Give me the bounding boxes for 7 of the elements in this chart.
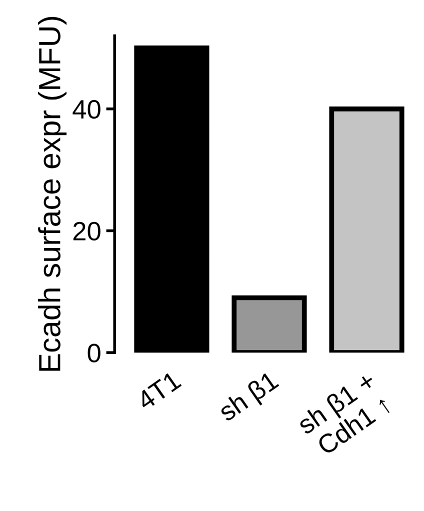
x-tick-label: sh β1: [216, 370, 282, 426]
x-tick-label: sh β1 + Cdh1 ↑: [295, 370, 392, 456]
y-tick-label: 40: [72, 100, 100, 119]
y-tick-label: 20: [73, 222, 100, 241]
y-tick-label: 0: [88, 344, 100, 362]
x-tick-label: 4T1: [136, 370, 182, 411]
y-axis-title: Ecadh surface expr (MFU): [38, 16, 67, 371]
